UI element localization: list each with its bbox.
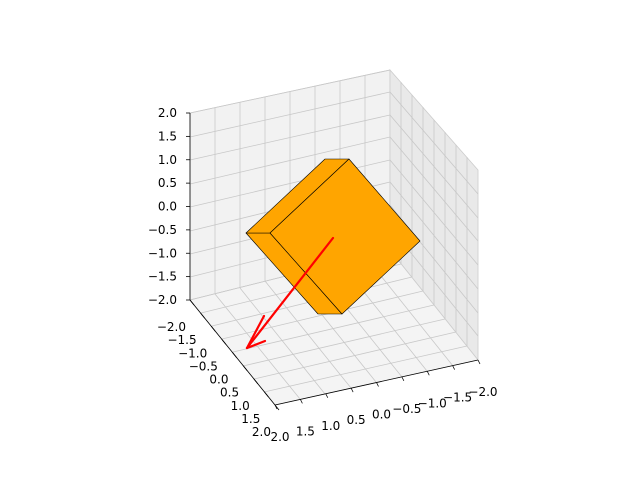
arrow-head-left — [245, 314, 266, 350]
z-tick-label: −2.0 — [148, 293, 177, 307]
bottom-tick-mark — [274, 404, 278, 410]
left-tick-mark — [232, 352, 237, 358]
left-tick-mark — [242, 365, 248, 371]
z-tick-label: 0.5 — [158, 176, 177, 190]
left-tick-mark — [200, 312, 205, 319]
left-tick-label: 1.5 — [241, 412, 260, 426]
box-front-face — [269, 158, 421, 315]
z-tick-label: 1.0 — [158, 153, 177, 167]
bottom-tick-mark — [300, 399, 303, 404]
z-tick-label: 1.5 — [158, 129, 177, 143]
bottom-tick-mark — [350, 387, 354, 393]
bottom-tick-label: 1.0 — [321, 419, 340, 433]
left-tick-label: 1.0 — [231, 399, 250, 413]
arrow-shaft — [245, 236, 335, 350]
left-tick-label: −2.0 — [157, 320, 186, 334]
left-tick-label: 0.0 — [209, 373, 228, 387]
z-tick-label: −1.5 — [148, 270, 177, 284]
bottom-tick-mark — [376, 382, 379, 387]
bottom-tick-mark — [452, 365, 455, 370]
bottom-tick-label: 2.0 — [270, 430, 289, 444]
z-axis-ticks: 2.0 1.5 1.0 0.5 0.0 −0.5 −1.0 −1.5 −2.0 — [148, 106, 190, 307]
bottom-tick-mark — [401, 376, 405, 382]
left-axis-ticks: −2.0−1.5−1.0−0.50.00.51.01.52.0 — [157, 299, 280, 439]
bottom-tick-mark — [477, 359, 481, 365]
bottom-tick-label: 0.5 — [347, 413, 366, 427]
bottom-tick-mark — [426, 371, 430, 376]
left-tick-mark — [221, 339, 227, 345]
bottom-tick-mark — [325, 393, 329, 398]
left-tick-label: −1.5 — [167, 333, 196, 347]
bottom-tick-label: 1.5 — [296, 424, 315, 438]
bottom-axis-ticks: 2.0 1.5 1.0 0.5 0.0 −0.5−1.0−1.5−2.0 — [270, 359, 498, 444]
left-tick-label: −0.5 — [189, 359, 218, 373]
left-tick-label: −1.0 — [178, 346, 207, 360]
bottom-tick-label: −1.5 — [443, 391, 472, 405]
left-tick-label: 2.0 — [252, 425, 271, 439]
left-tick-mark — [210, 326, 216, 332]
orange-box — [245, 158, 421, 315]
red-arrow — [245, 236, 335, 350]
bottom-tick-label: −2.0 — [468, 385, 497, 399]
bottom-tick-label: −0.5 — [392, 402, 421, 416]
left-tick-label: 0.5 — [220, 386, 239, 400]
bottom-tick-label: 0.0 — [372, 408, 391, 422]
left-tick-mark — [189, 299, 195, 306]
left-tick-mark — [253, 378, 259, 384]
bottom-tick-label: −1.0 — [418, 396, 447, 410]
left-tick-mark — [264, 391, 269, 398]
z-tick-label: −0.5 — [148, 223, 177, 237]
arrow-head-right — [245, 339, 267, 350]
z-tick-label: 0.0 — [158, 200, 177, 214]
z-tick-label: 2.0 — [158, 106, 177, 120]
z-tick-label: −1.0 — [148, 246, 177, 260]
